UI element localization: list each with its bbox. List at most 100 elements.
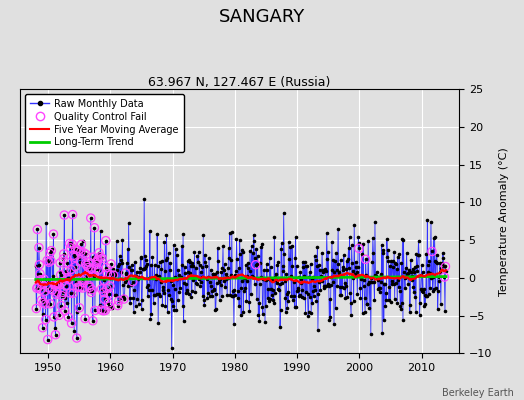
Point [272, 270, 280, 277]
Point [54, 280, 62, 286]
Point [173, 252, 181, 258]
Point [314, 326, 322, 333]
Point [122, 270, 130, 276]
Point [406, 301, 414, 308]
Point [72, 279, 81, 286]
Point [72, 335, 81, 341]
Point [345, 234, 354, 240]
Point [121, 279, 129, 285]
Point [32, 285, 41, 292]
Point [33, 226, 41, 233]
Point [57, 302, 66, 309]
Point [74, 255, 83, 261]
Y-axis label: Temperature Anomaly (°C): Temperature Anomaly (°C) [499, 147, 509, 296]
Point [438, 260, 446, 267]
Point [33, 226, 41, 233]
Point [185, 257, 193, 264]
Point [234, 294, 242, 301]
Point [166, 267, 174, 274]
Point [106, 272, 115, 278]
Point [363, 301, 371, 307]
Point [65, 276, 73, 283]
Point [239, 309, 247, 316]
Point [65, 276, 73, 283]
Point [88, 265, 96, 272]
Point [396, 303, 405, 309]
Point [339, 264, 347, 270]
Point [79, 280, 88, 286]
Point [431, 284, 440, 291]
Point [390, 296, 399, 302]
Point [139, 266, 147, 272]
Point [216, 276, 225, 282]
Point [210, 286, 219, 292]
Point [217, 269, 226, 275]
Point [92, 261, 101, 268]
Point [357, 272, 366, 279]
Point [259, 311, 267, 318]
Point [300, 272, 309, 279]
Point [130, 286, 138, 293]
Point [374, 286, 382, 292]
Point [400, 268, 408, 275]
Point [79, 280, 88, 286]
Point [229, 288, 237, 294]
Point [70, 252, 78, 258]
Point [43, 336, 52, 343]
Point [279, 210, 288, 216]
Point [252, 262, 260, 268]
Point [334, 226, 342, 232]
Point [64, 314, 73, 320]
Point [163, 308, 172, 315]
Point [101, 307, 110, 314]
Point [335, 284, 344, 290]
Point [125, 295, 134, 302]
Point [72, 246, 80, 252]
Point [218, 293, 226, 300]
Point [86, 215, 95, 221]
Point [363, 301, 372, 307]
Point [334, 270, 343, 276]
Point [61, 294, 70, 301]
Point [199, 293, 207, 300]
Point [260, 267, 268, 273]
Point [409, 266, 417, 272]
Point [368, 259, 377, 265]
Point [369, 234, 377, 241]
Point [140, 265, 149, 271]
Point [129, 309, 138, 315]
Point [88, 265, 96, 272]
Point [417, 272, 425, 278]
Point [401, 264, 410, 271]
Point [119, 282, 127, 289]
Point [60, 212, 69, 218]
Point [248, 250, 257, 257]
Point [90, 224, 99, 231]
Point [92, 261, 101, 268]
Point [337, 292, 345, 298]
Point [71, 264, 80, 270]
Point [282, 270, 290, 277]
Point [248, 273, 256, 279]
Point [92, 266, 100, 272]
Point [311, 286, 320, 293]
Point [401, 284, 409, 291]
Point [159, 284, 167, 290]
Point [181, 289, 190, 296]
Point [423, 217, 432, 223]
Point [95, 302, 104, 308]
Point [387, 278, 396, 285]
Point [76, 259, 84, 265]
Point [79, 238, 87, 244]
Point [60, 251, 68, 257]
Point [61, 308, 69, 314]
Point [42, 220, 50, 226]
Point [99, 308, 107, 314]
Point [351, 271, 359, 278]
Point [152, 276, 160, 282]
Point [96, 254, 104, 260]
Point [238, 249, 247, 256]
Point [230, 320, 238, 327]
Point [433, 259, 441, 266]
Point [324, 283, 333, 289]
